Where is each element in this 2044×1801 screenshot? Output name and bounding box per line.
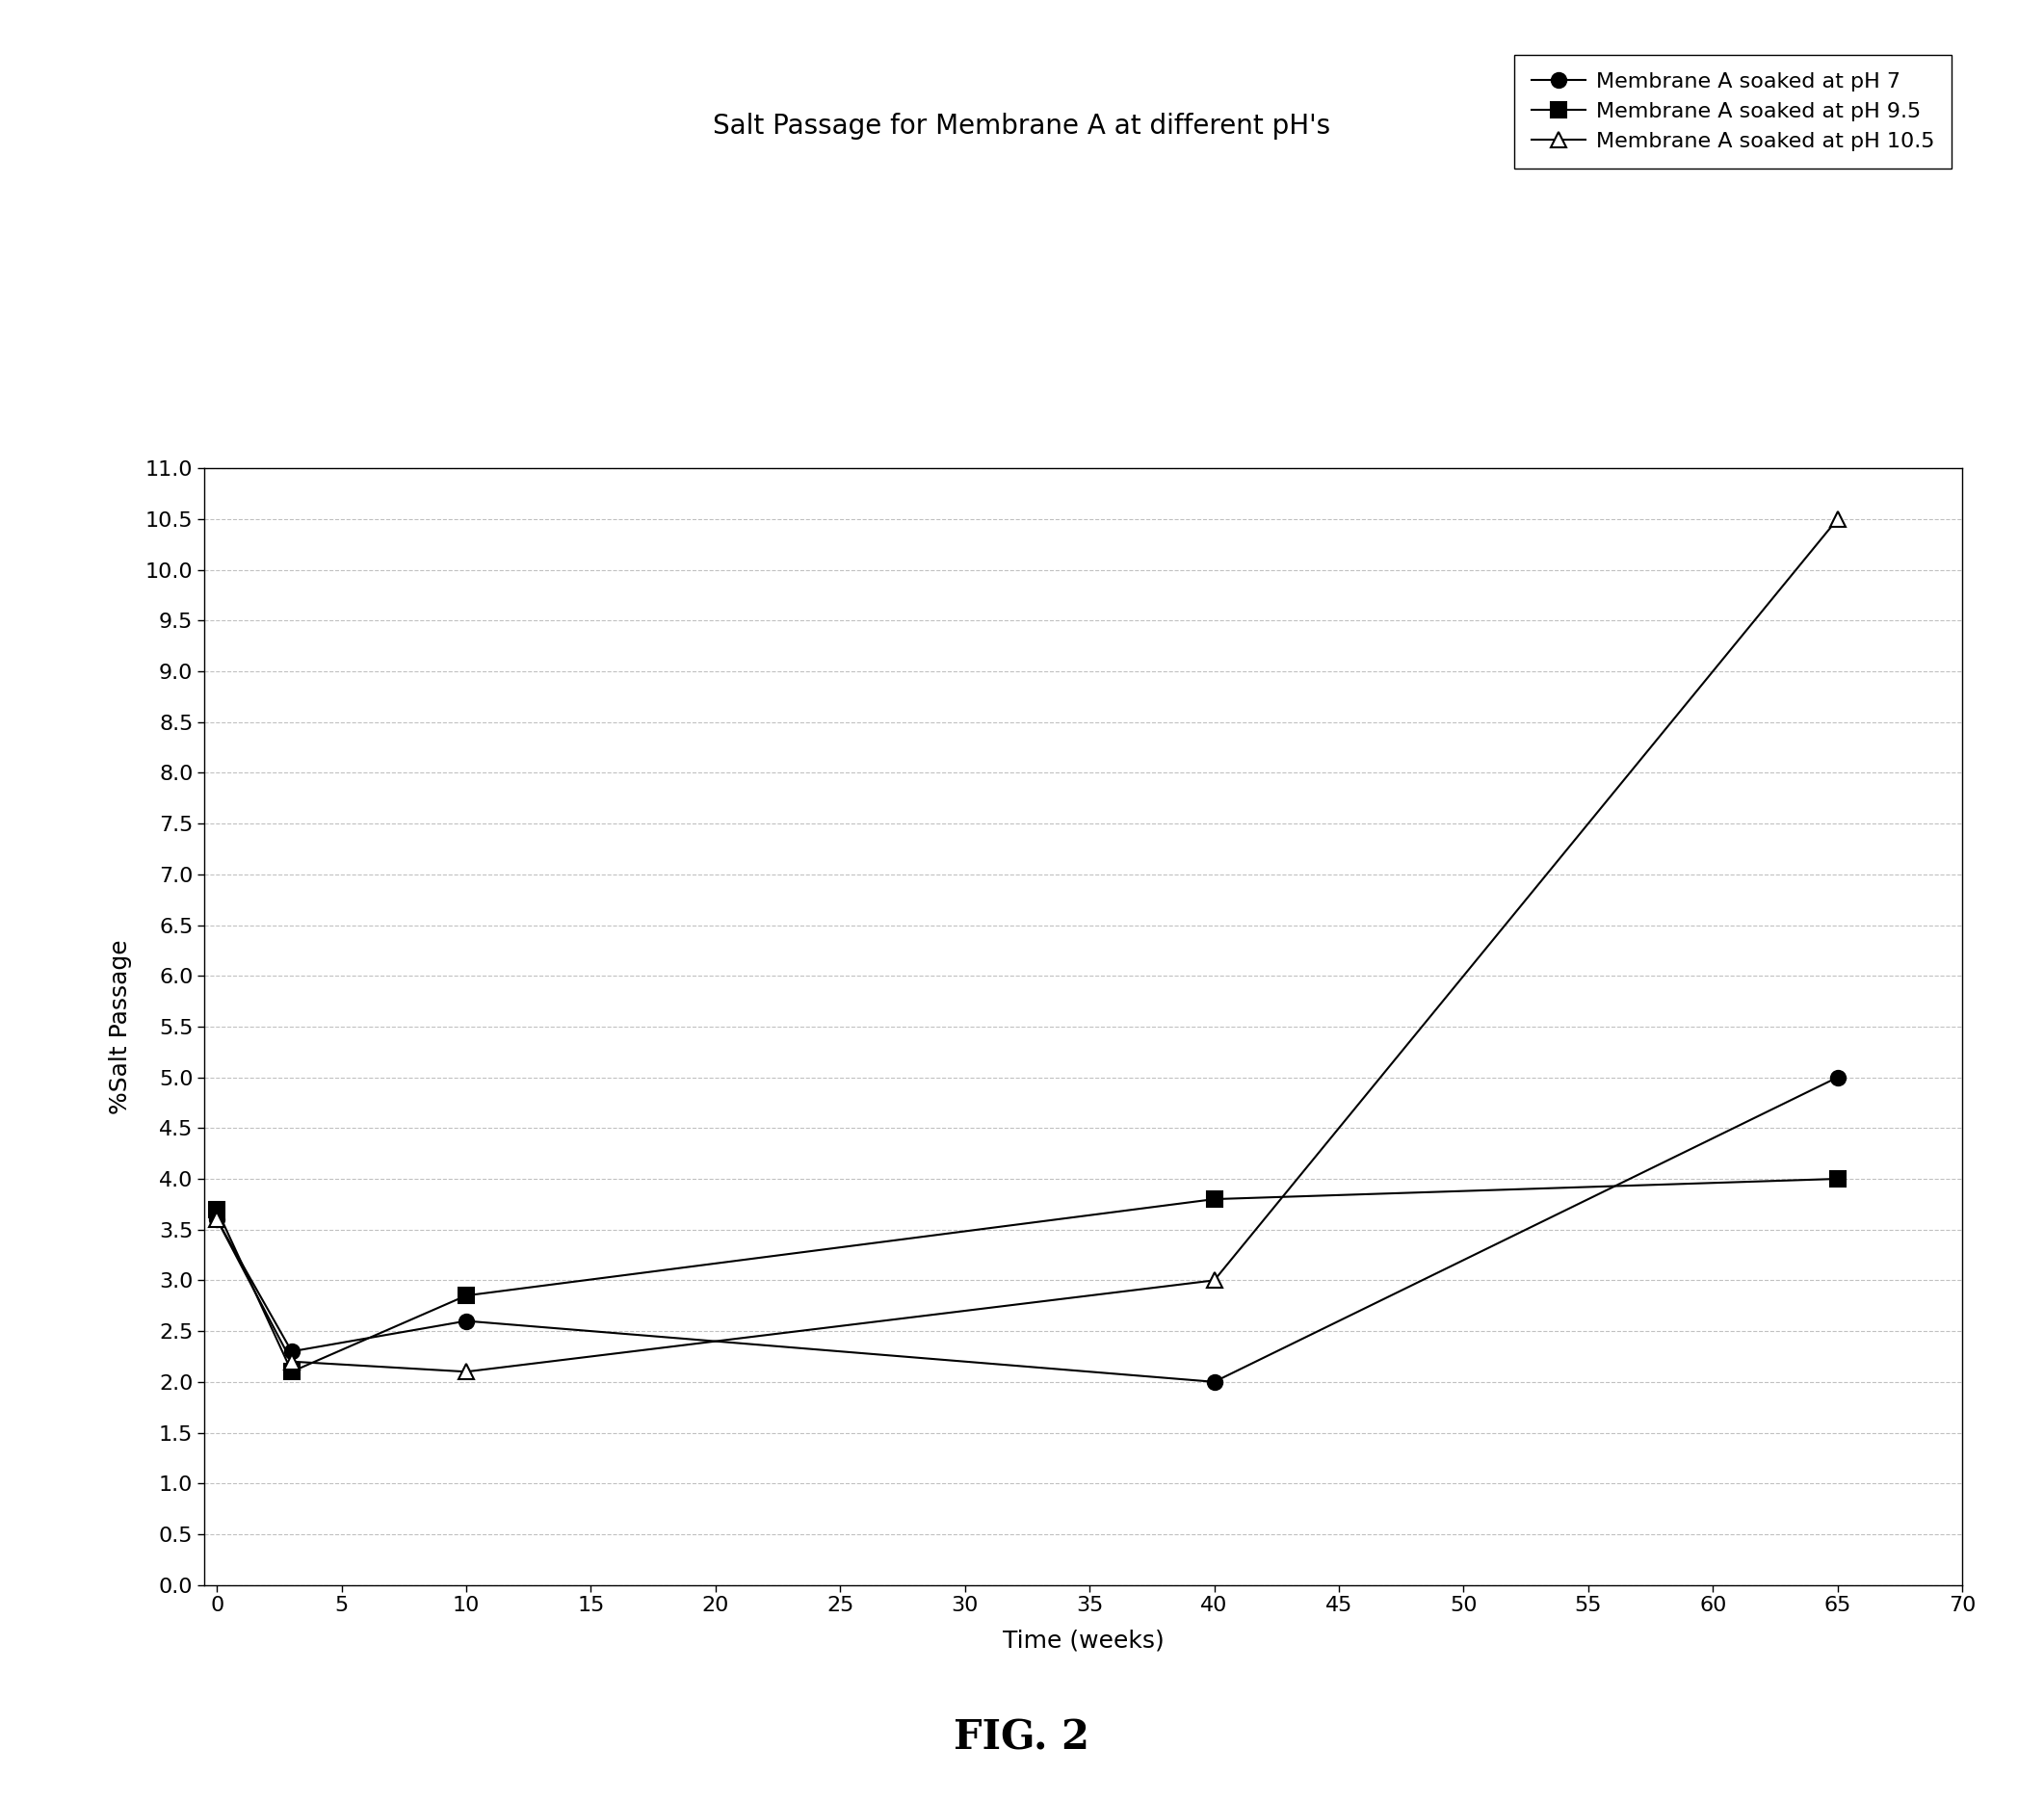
- Membrane A soaked at pH 7: [1825, 1066, 1850, 1088]
- Line: Membrane A soaked at pH 9.5: Membrane A soaked at pH 9.5: [208, 1171, 1846, 1380]
- Membrane A soaked at pH 10.5: [454, 1362, 478, 1383]
- Membrane A soaked at pH 9.5: [454, 1284, 478, 1306]
- Line: Membrane A soaked at pH 10.5: Membrane A soaked at pH 10.5: [208, 511, 1846, 1380]
- Membrane A soaked at pH 9.5: [1825, 1169, 1850, 1190]
- Membrane A soaked at pH 7: [454, 1309, 478, 1331]
- Y-axis label: %Salt Passage: %Salt Passage: [108, 938, 133, 1115]
- Membrane A soaked at pH 10.5: [204, 1208, 229, 1230]
- Membrane A soaked at pH 7: [204, 1208, 229, 1230]
- Membrane A soaked at pH 9.5: [1202, 1189, 1226, 1210]
- X-axis label: Time (weeks): Time (weeks): [1002, 1628, 1165, 1652]
- Membrane A soaked at pH 10.5: [1825, 508, 1850, 529]
- Membrane A soaked at pH 7: [1202, 1371, 1226, 1392]
- Text: Salt Passage for Membrane A at different pH's: Salt Passage for Membrane A at different…: [713, 113, 1331, 139]
- Text: FIG. 2: FIG. 2: [955, 1718, 1089, 1758]
- Membrane A soaked at pH 10.5: [280, 1351, 305, 1372]
- Legend: Membrane A soaked at pH 7, Membrane A soaked at pH 9.5, Membrane A soaked at pH : Membrane A soaked at pH 7, Membrane A so…: [1515, 54, 1952, 167]
- Membrane A soaked at pH 10.5: [1202, 1270, 1226, 1291]
- Membrane A soaked at pH 7: [280, 1340, 305, 1362]
- Line: Membrane A soaked at pH 7: Membrane A soaked at pH 7: [208, 1070, 1846, 1389]
- Membrane A soaked at pH 9.5: [204, 1198, 229, 1219]
- Membrane A soaked at pH 9.5: [280, 1362, 305, 1383]
